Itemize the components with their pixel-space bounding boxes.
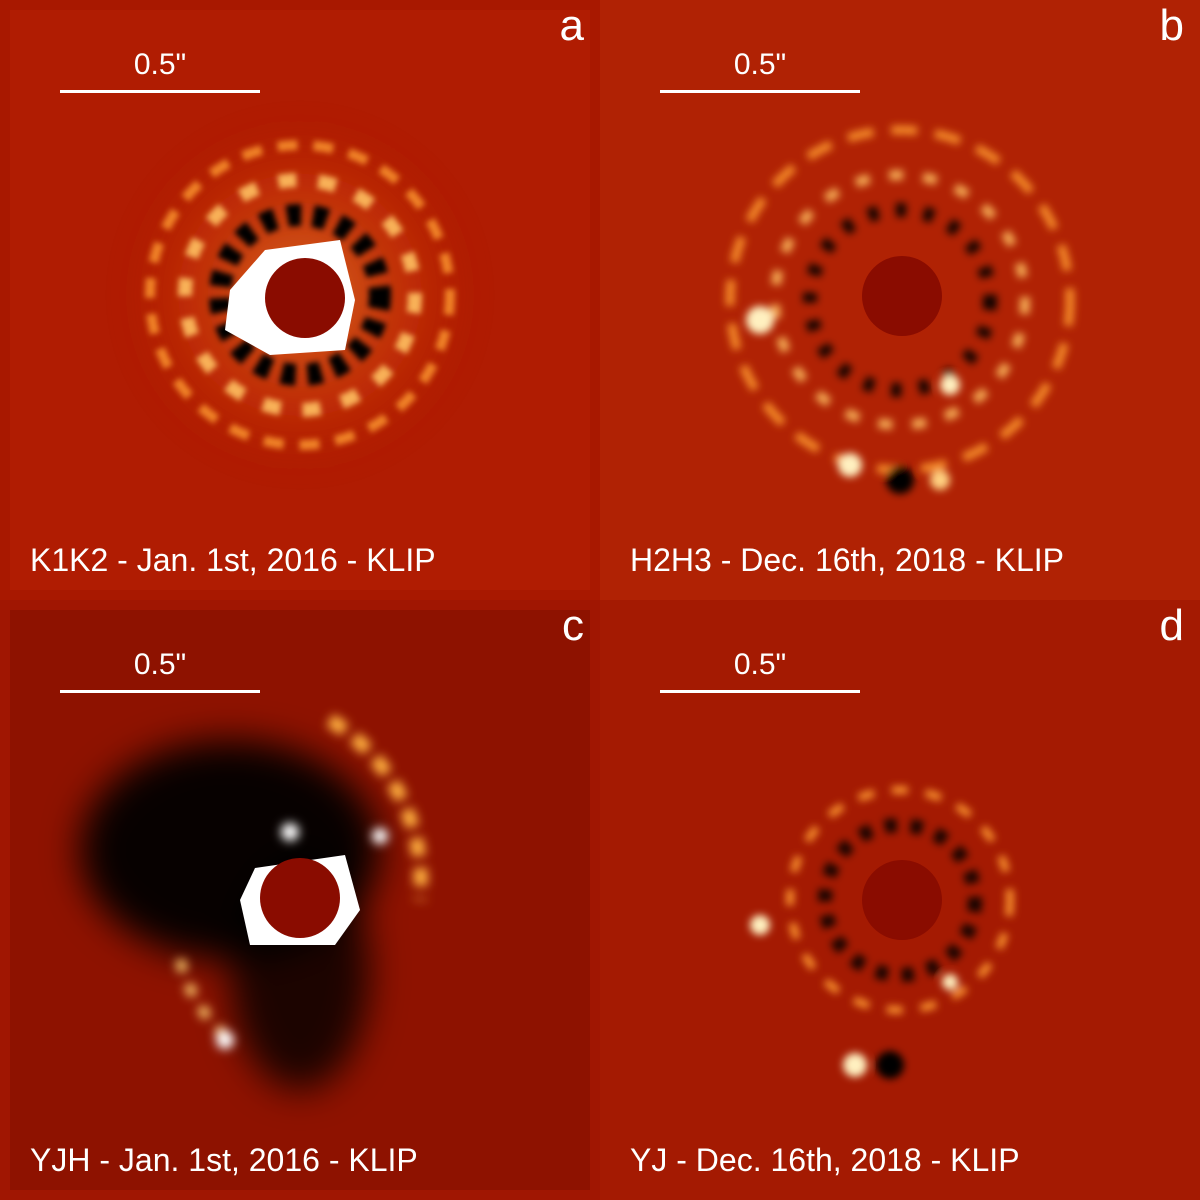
scale-line [660,690,860,693]
scale-label: 0.5" [133,648,187,681]
scale-bar: 0.5" [660,650,860,693]
panel-letter: d [1159,601,1184,650]
panel-caption: K1K2 - Jan. 1st, 2016 - KLIP [30,542,436,578]
panel-a: a 0.5" K1K2 - Jan. 1st, 2016 - KLIP [0,0,600,600]
panel-letter: c [562,601,584,650]
scale-line [60,690,260,693]
panel-caption: H2H3 - Dec. 16th, 2018 - KLIP [630,542,1064,578]
panel-caption: YJH - Jan. 1st, 2016 - KLIP [30,1142,418,1178]
scale-label: 0.5" [733,648,787,681]
panel-c: c 0.5" YJH - Jan. 1st, 2016 - KLIP [0,600,600,1200]
scale-label: 0.5" [733,48,787,81]
scale-label: 0.5" [133,48,187,81]
observation-image-b [600,0,1200,600]
panel-d: d 0.5" YJ - Dec. 16th, 2018 - KLIP [600,600,1200,1200]
observation-image-a [0,0,600,600]
scale-line [60,90,260,93]
panel-b: b 0.5" H2H3 - Dec. 16th, 2018 - KLIP [600,0,1200,600]
panel-caption: YJ - Dec. 16th, 2018 - KLIP [630,1142,1020,1178]
scale-bar: 0.5" [660,50,860,93]
panel-letter: a [559,1,584,50]
scale-bar: 0.5" [60,650,260,693]
observation-image-c [0,600,600,1200]
panel-letter: b [1159,1,1184,50]
observation-image-d [600,600,1200,1200]
scale-bar: 0.5" [60,50,260,93]
scale-line [660,90,860,93]
